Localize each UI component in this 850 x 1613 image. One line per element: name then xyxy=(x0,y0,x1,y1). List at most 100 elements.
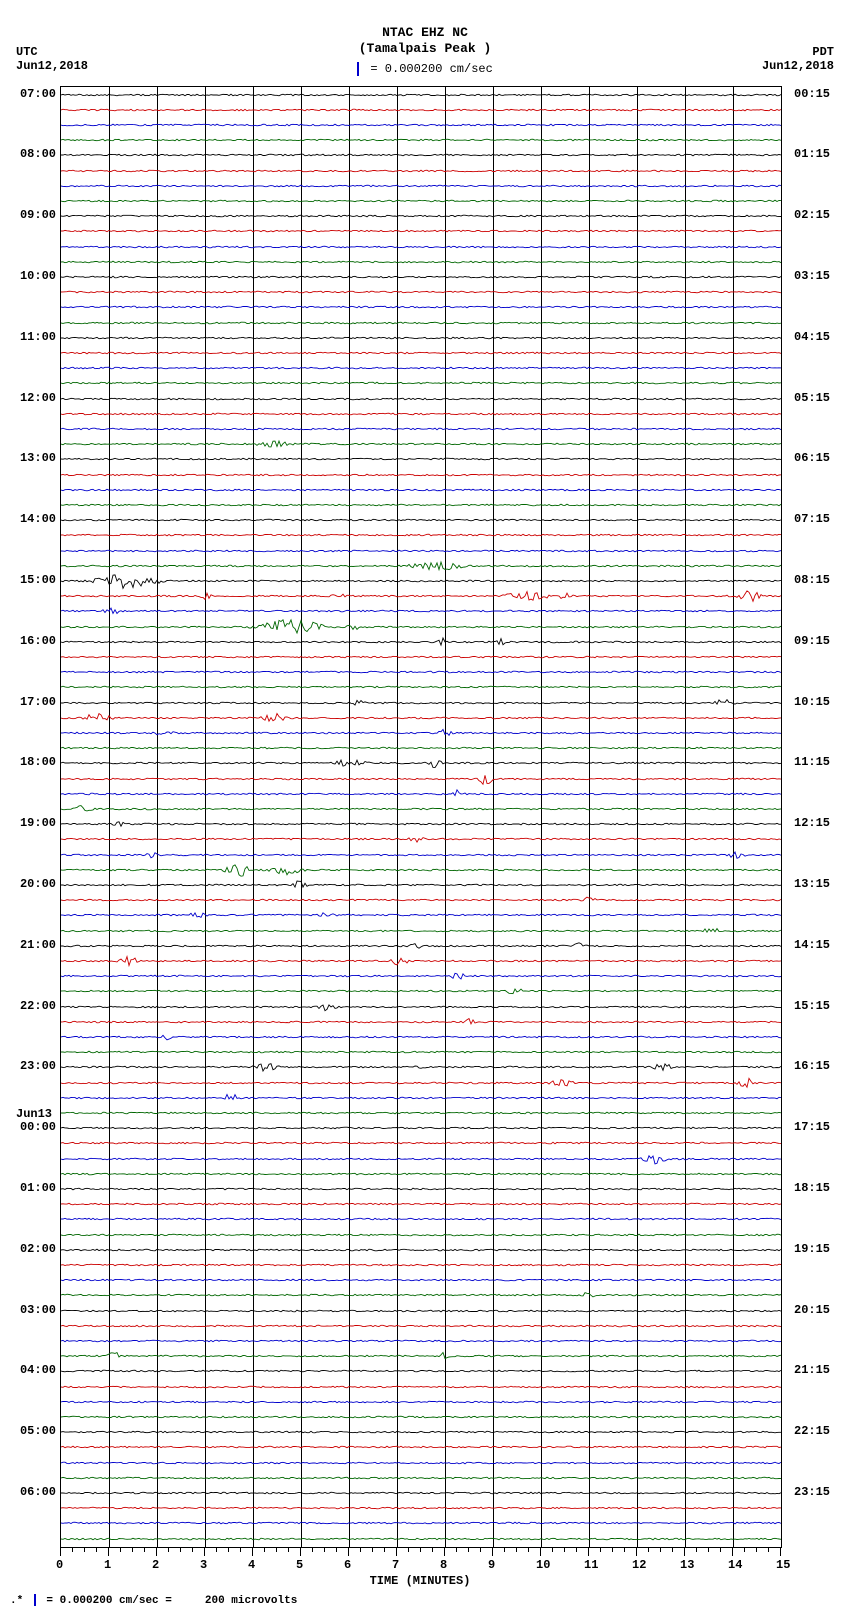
seismic-trace xyxy=(61,1501,781,1515)
x-minor-tick xyxy=(336,1548,337,1552)
seismic-trace xyxy=(61,1349,781,1363)
x-major-tick xyxy=(108,1548,109,1556)
seismic-trace xyxy=(61,863,781,877)
pdt-hour-label: 15:15 xyxy=(794,999,834,1013)
seismic-trace xyxy=(61,1440,781,1454)
seismic-trace xyxy=(61,148,781,162)
seismic-trace xyxy=(61,984,781,998)
utc-hour-label: 04:00 xyxy=(16,1363,56,1377)
x-tick-label: 9 xyxy=(488,1558,495,1572)
seismic-trace xyxy=(61,1060,781,1074)
x-minor-tick xyxy=(768,1548,769,1552)
utc-hour-label: 00:00 xyxy=(16,1120,56,1134)
seismic-trace xyxy=(61,1516,781,1530)
seismic-trace xyxy=(61,635,781,649)
seismic-trace xyxy=(61,893,781,907)
x-major-tick xyxy=(204,1548,205,1556)
x-tick-label: 4 xyxy=(248,1558,255,1572)
pdt-hour-label: 04:15 xyxy=(794,330,834,344)
footer-scale: .* = 0.000200 cm/sec = 200 microvolts xyxy=(10,1594,297,1607)
seismic-trace xyxy=(61,954,781,968)
x-tick-label: 3 xyxy=(200,1558,207,1572)
x-minor-tick xyxy=(324,1548,325,1552)
header-center: NTAC EHZ NC (Tamalpais Peak ) = 0.000200… xyxy=(0,25,850,77)
seismic-trace xyxy=(61,118,781,132)
seismic-trace xyxy=(61,1030,781,1044)
x-minor-tick xyxy=(552,1548,553,1552)
x-major-tick xyxy=(396,1548,397,1556)
vertical-gridline xyxy=(301,87,302,1547)
utc-hour-label: 17:00 xyxy=(16,695,56,709)
x-tick-label: 11 xyxy=(584,1558,598,1572)
x-minor-tick xyxy=(192,1548,193,1552)
seismic-trace xyxy=(61,240,781,254)
pdt-hour-label: 01:15 xyxy=(794,147,834,161)
x-major-tick xyxy=(636,1548,637,1556)
utc-hour-label: 07:00 xyxy=(16,87,56,101)
scale-text: = 0.000200 cm/sec xyxy=(370,62,492,76)
seismic-trace xyxy=(61,1243,781,1257)
vertical-gridline xyxy=(493,87,494,1547)
seismic-trace xyxy=(61,331,781,345)
x-minor-tick xyxy=(240,1548,241,1552)
x-minor-tick xyxy=(168,1548,169,1552)
utc-hour-label: 12:00 xyxy=(16,391,56,405)
x-minor-tick xyxy=(216,1548,217,1552)
pdt-hour-label: 14:15 xyxy=(794,938,834,952)
x-minor-tick xyxy=(144,1548,145,1552)
vertical-gridline xyxy=(205,87,206,1547)
seismic-trace xyxy=(61,1182,781,1196)
utc-hour-label: 21:00 xyxy=(16,938,56,952)
seismic-trace xyxy=(61,361,781,375)
seismic-trace xyxy=(61,1288,781,1302)
x-major-tick xyxy=(348,1548,349,1556)
left-timezone: UTC xyxy=(16,45,88,59)
x-minor-tick xyxy=(180,1548,181,1552)
x-tick-label: 8 xyxy=(440,1558,447,1572)
x-minor-tick xyxy=(372,1548,373,1552)
seismic-trace xyxy=(61,924,781,938)
header-right: PDT Jun12,2018 xyxy=(762,45,834,73)
seismic-trace xyxy=(61,209,781,223)
utc-hour-label: 02:00 xyxy=(16,1242,56,1256)
seismic-trace xyxy=(61,1471,781,1485)
utc-hour-label: 10:00 xyxy=(16,269,56,283)
x-minor-tick xyxy=(624,1548,625,1552)
vertical-gridline xyxy=(253,87,254,1547)
seismic-trace xyxy=(61,498,781,512)
x-tick-label: 14 xyxy=(728,1558,742,1572)
seismic-trace xyxy=(61,817,781,831)
x-minor-tick xyxy=(360,1548,361,1552)
seismic-trace xyxy=(61,1152,781,1166)
seismic-trace xyxy=(61,574,781,588)
x-minor-tick xyxy=(420,1548,421,1552)
seismic-trace xyxy=(61,741,781,755)
utc-hour-label: 20:00 xyxy=(16,877,56,891)
seismic-trace xyxy=(61,300,781,314)
pdt-hour-label: 16:15 xyxy=(794,1059,834,1073)
x-minor-tick xyxy=(672,1548,673,1552)
utc-hour-label: 23:00 xyxy=(16,1059,56,1073)
seismic-trace xyxy=(61,711,781,725)
vertical-gridline xyxy=(733,87,734,1547)
station-code: NTAC EHZ NC xyxy=(0,25,850,41)
seismic-trace xyxy=(61,787,781,801)
seismic-trace xyxy=(61,680,781,694)
seismic-trace xyxy=(61,1167,781,1181)
seismic-trace xyxy=(61,559,781,573)
utc-hour-label: 14:00 xyxy=(16,512,56,526)
seismic-trace xyxy=(61,1045,781,1059)
seismic-trace xyxy=(61,346,781,360)
seismic-trace xyxy=(61,1015,781,1029)
vertical-gridline xyxy=(445,87,446,1547)
left-date: Jun12,2018 xyxy=(16,59,88,73)
x-minor-tick xyxy=(756,1548,757,1552)
x-minor-tick xyxy=(288,1548,289,1552)
x-tick-label: 1 xyxy=(104,1558,111,1572)
x-minor-tick xyxy=(516,1548,517,1552)
scale-bar-icon xyxy=(357,62,359,76)
seismic-trace xyxy=(61,604,781,618)
x-minor-tick xyxy=(120,1548,121,1552)
utc-hour-label: 06:00 xyxy=(16,1485,56,1499)
x-major-tick xyxy=(444,1548,445,1556)
